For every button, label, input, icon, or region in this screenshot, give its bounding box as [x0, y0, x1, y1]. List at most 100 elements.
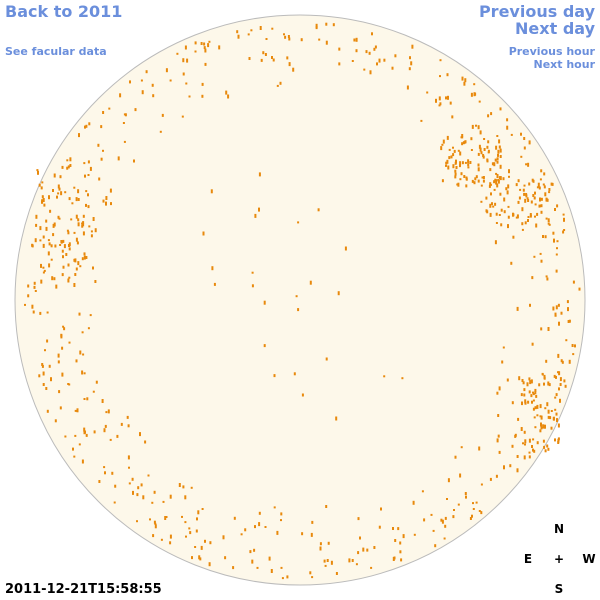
- facula: [498, 145, 501, 149]
- facular-link[interactable]: See facular data: [5, 45, 107, 58]
- facula: [64, 435, 67, 438]
- facula: [141, 90, 144, 95]
- facula: [506, 190, 509, 195]
- previous-hour-link[interactable]: Previous hour: [508, 45, 595, 58]
- facula: [66, 229, 69, 232]
- facula: [75, 197, 78, 202]
- next-day-link[interactable]: Next day: [515, 19, 595, 38]
- facula: [441, 519, 444, 524]
- facula: [494, 202, 497, 206]
- facula: [539, 429, 542, 433]
- facula: [503, 197, 506, 202]
- facula: [105, 196, 108, 200]
- facula: [68, 341, 71, 344]
- facula: [108, 107, 111, 110]
- facula: [49, 209, 52, 213]
- facula: [479, 130, 482, 135]
- facula: [134, 108, 137, 112]
- facula: [494, 178, 497, 181]
- facula: [196, 517, 198, 521]
- facula: [562, 230, 565, 234]
- facula: [480, 511, 483, 515]
- facula: [280, 512, 283, 516]
- facula: [113, 501, 116, 504]
- facula: [325, 505, 328, 508]
- facula: [445, 161, 448, 165]
- facula: [461, 136, 464, 139]
- facula: [129, 80, 131, 84]
- facula: [546, 444, 549, 448]
- facula: [526, 382, 529, 387]
- facula: [533, 449, 536, 453]
- facula: [500, 208, 503, 212]
- facula: [478, 446, 481, 451]
- facula: [454, 455, 457, 459]
- facula: [182, 485, 185, 489]
- facula: [470, 149, 473, 151]
- facula: [394, 54, 397, 58]
- facula: [517, 417, 520, 421]
- facula: [524, 399, 527, 404]
- facula: [369, 70, 372, 75]
- facula: [378, 58, 381, 63]
- facula: [110, 202, 112, 206]
- facula: [514, 434, 517, 438]
- facula: [464, 140, 467, 144]
- facula: [194, 50, 197, 53]
- facula: [534, 406, 537, 410]
- previous-day-link[interactable]: Previous day: [478, 2, 595, 21]
- facula: [551, 182, 554, 186]
- facula: [540, 327, 543, 331]
- facula: [488, 184, 491, 188]
- facula: [103, 428, 106, 433]
- facula: [74, 273, 77, 276]
- facula: [247, 33, 250, 36]
- facula: [276, 84, 279, 87]
- facula: [68, 383, 71, 386]
- facula: [498, 176, 501, 180]
- facula: [159, 130, 162, 133]
- facula: [184, 521, 187, 524]
- facula: [75, 359, 78, 363]
- facula: [87, 327, 90, 330]
- facula: [539, 178, 542, 181]
- facula: [67, 231, 70, 235]
- facula: [92, 217, 95, 221]
- facula: [225, 90, 228, 95]
- facula: [253, 548, 256, 552]
- facula: [432, 529, 435, 532]
- facula: [218, 45, 221, 50]
- facula: [508, 169, 510, 174]
- facula: [164, 516, 167, 520]
- facula: [463, 175, 466, 178]
- facula: [63, 327, 66, 331]
- facula: [68, 244, 70, 247]
- facula: [555, 375, 557, 379]
- facula: [525, 194, 528, 198]
- back-link[interactable]: Back to 2011: [5, 2, 123, 21]
- facula: [459, 151, 462, 156]
- facula: [557, 371, 559, 374]
- next-hour-link[interactable]: Next hour: [533, 58, 596, 71]
- facula: [251, 271, 254, 274]
- facula: [545, 359, 548, 363]
- facula: [567, 320, 570, 323]
- facula: [122, 122, 125, 124]
- facula: [90, 230, 93, 233]
- facula: [209, 541, 212, 545]
- facula: [510, 133, 513, 136]
- facula: [83, 252, 86, 256]
- facula: [526, 197, 529, 200]
- facula: [533, 196, 536, 200]
- facula: [195, 529, 198, 533]
- facula: [520, 132, 522, 136]
- facula: [539, 252, 542, 255]
- facula: [105, 201, 107, 206]
- facula: [531, 445, 533, 448]
- facula: [46, 311, 49, 314]
- facula: [48, 263, 51, 268]
- facula: [472, 502, 474, 505]
- facula: [32, 310, 35, 314]
- facula: [202, 231, 205, 236]
- facula: [62, 325, 65, 328]
